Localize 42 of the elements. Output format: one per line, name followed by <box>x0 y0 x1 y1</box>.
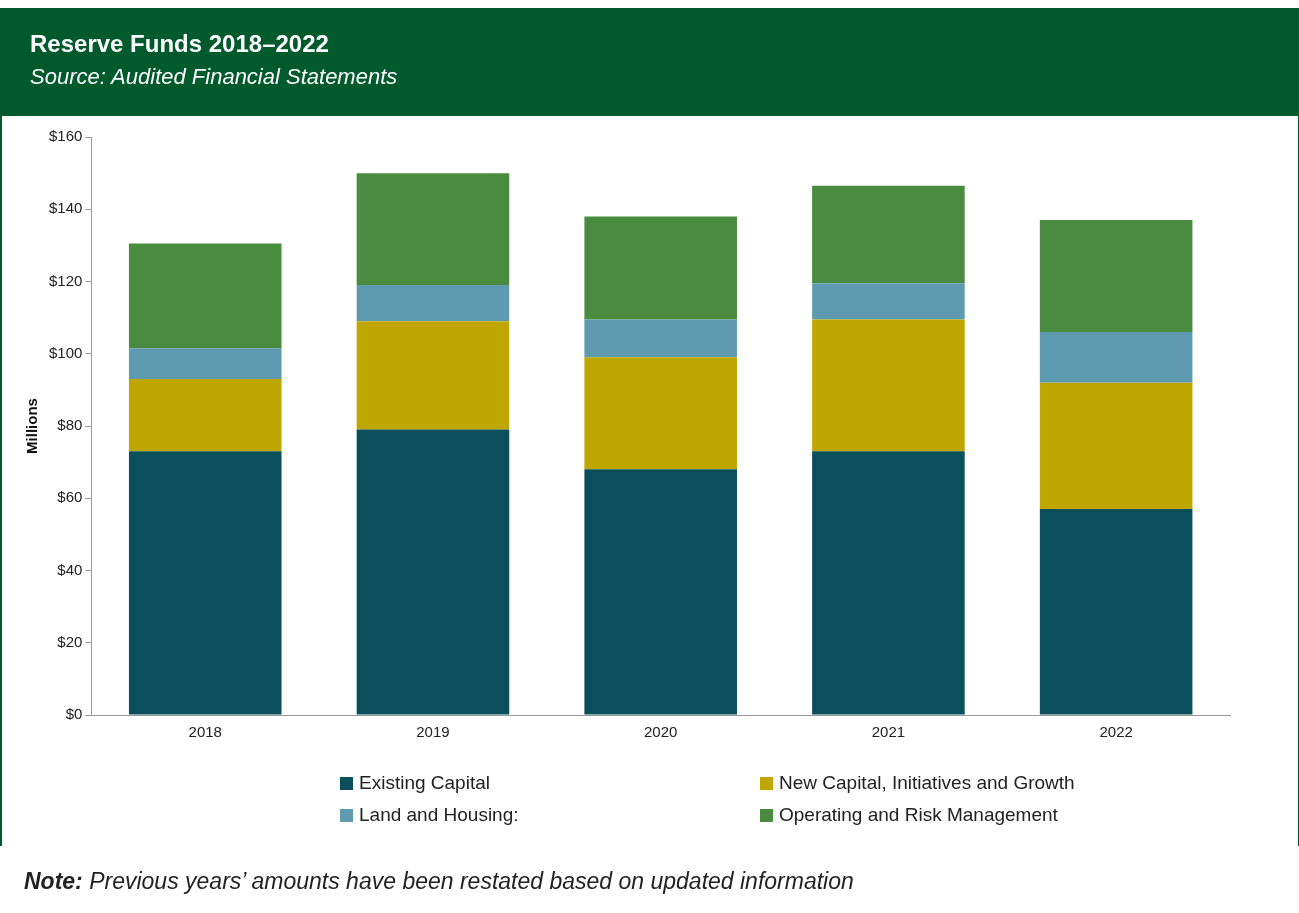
y-tick-label: $0 <box>65 705 83 723</box>
x-tick-label: 2021 <box>871 723 906 741</box>
bar <box>1039 382 1193 510</box>
x-tick-label: 2020 <box>644 723 678 741</box>
legend-label: Existing Capital <box>358 772 491 794</box>
bar <box>812 319 965 452</box>
legend-label: New Capital, Initiatives and Growth <box>778 772 1076 794</box>
bar <box>128 379 282 452</box>
y-tick-label: $60 <box>57 488 83 506</box>
y-axis-title: Millions <box>23 398 41 454</box>
y-tick-label: $120 <box>48 271 83 289</box>
bar <box>128 348 282 380</box>
y-tick-label: $160 <box>48 127 83 145</box>
chart-subtitle: Source: Audited Financial Statements <box>30 64 398 90</box>
y-tick-label: $140 <box>48 199 83 217</box>
chart-title: Reserve Funds 2018–2022 <box>30 30 329 58</box>
bar <box>812 451 965 715</box>
bar <box>584 319 737 358</box>
x-tick-label: 2022 <box>1099 723 1133 741</box>
x-tick-label: 2019 <box>416 723 450 741</box>
y-tick-label: $20 <box>57 632 83 650</box>
bar <box>1039 509 1193 715</box>
bar <box>356 285 510 322</box>
bar <box>584 469 737 715</box>
bar <box>128 243 282 349</box>
y-tick-label: $40 <box>57 560 83 578</box>
x-tick-label: 2018 <box>188 723 222 741</box>
bar <box>356 321 510 430</box>
bar <box>812 185 965 284</box>
bar <box>1039 332 1193 383</box>
bar <box>584 357 737 470</box>
legend-label: Operating and Risk Management <box>778 804 1059 826</box>
y-tick-label: $80 <box>57 416 83 434</box>
bar <box>584 216 737 320</box>
bar <box>128 451 282 715</box>
bar <box>356 429 510 715</box>
bar <box>356 173 510 286</box>
y-tick-label: $100 <box>48 343 83 361</box>
bar <box>1039 220 1193 333</box>
text: Note: Previous years’ amounts have been restated based on updated information <box>24 868 854 895</box>
legend-label: Land and Housing: <box>358 804 520 826</box>
bar <box>812 283 965 320</box>
